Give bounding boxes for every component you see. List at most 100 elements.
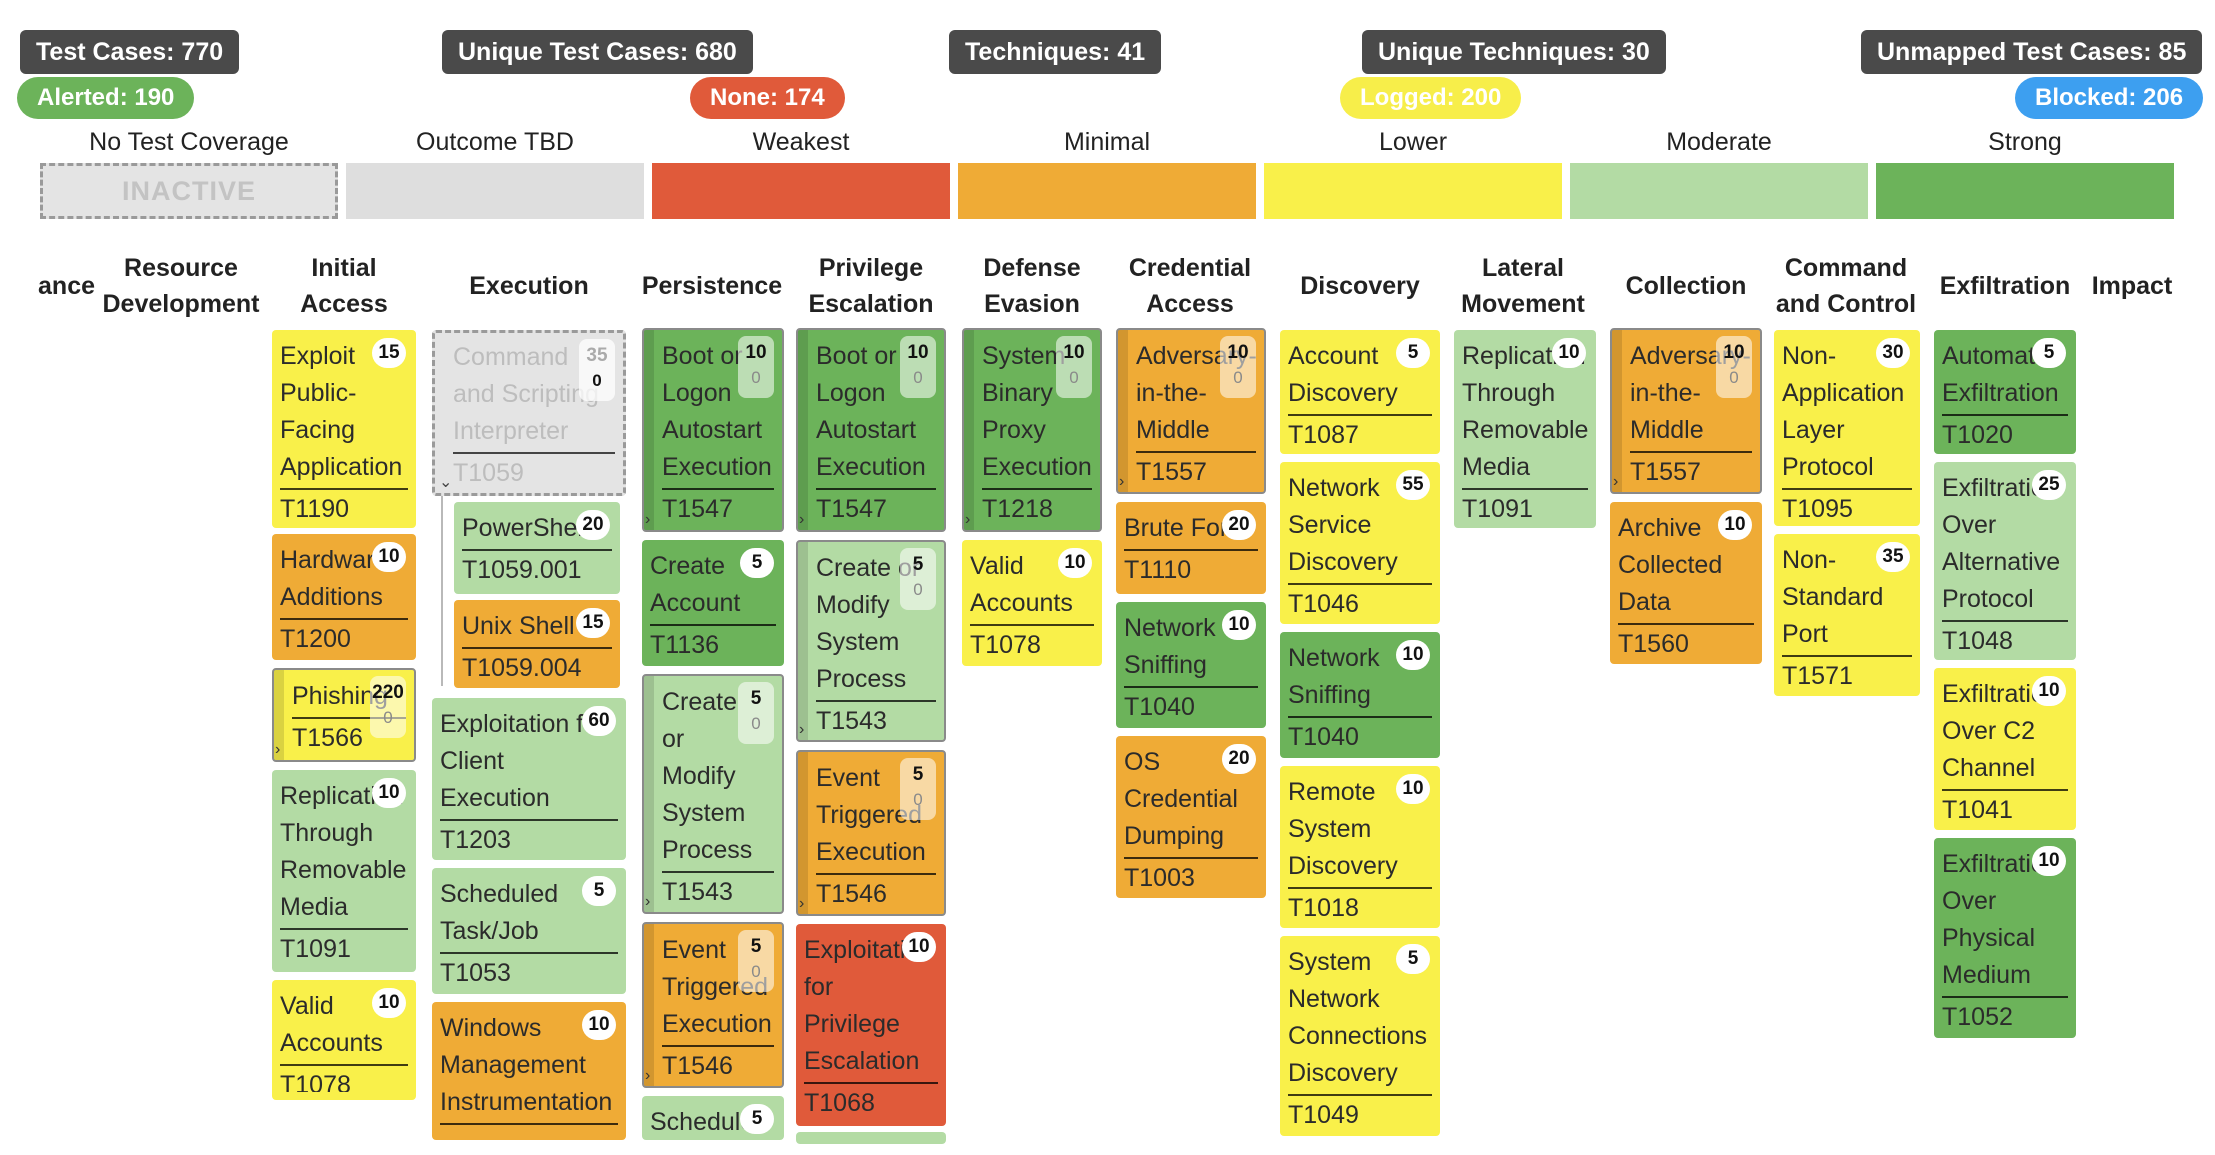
technique-card[interactable]: Scheduled 5 [642, 1096, 784, 1140]
technique-card[interactable]: Create Account T1136 5 [642, 540, 784, 666]
technique-card[interactable]: Non- Application Layer Protocol T1095 30 [1774, 330, 1920, 526]
technique-card[interactable] [796, 1132, 946, 1144]
logged-pill[interactable]: Logged: 200 [1340, 77, 1522, 119]
chevron-right-icon[interactable]: › [965, 511, 971, 528]
expand-gutter[interactable]: › [798, 752, 808, 914]
expand-gutter[interactable]: › [798, 542, 808, 740]
tactic-header-exfiltration[interactable]: Exfiltration [1939, 272, 2071, 300]
tactic-header-persistence[interactable]: Persistence [641, 272, 783, 300]
technique-card[interactable]: Automated Exfiltration T1020 5 [1934, 330, 2076, 454]
tactic-header-reconnaissance[interactable]: ance [38, 272, 95, 300]
technique-card[interactable]: Exploitation for Privilege Escalation T10… [796, 924, 946, 1126]
tactic-header-credential-access[interactable]: Credential Access [1128, 254, 1252, 318]
alerted-pill[interactable]: Alerted: 190 [17, 77, 195, 119]
tactic-header-privilege-escalation[interactable]: Privilege Escalation [808, 254, 934, 318]
technique-card[interactable]: Network Sniffing T1040 10 [1280, 632, 1440, 758]
legend-swatch-inactive[interactable]: INACTIVE [40, 163, 338, 219]
technique-id: T1040 [1124, 686, 1258, 720]
technique-card[interactable]: Valid Accounts T1078 10 [272, 980, 416, 1100]
chevron-right-icon[interactable]: › [275, 741, 281, 758]
expand-gutter[interactable]: › [644, 330, 654, 530]
technique-id: T1557 [1630, 451, 1752, 484]
technique-card-expandable[interactable]: › Adversary- in-the- Middle T1557 10 0 [1610, 328, 1762, 494]
chevron-right-icon[interactable]: › [799, 895, 805, 912]
chevron-down-icon[interactable]: ⌄ [439, 474, 453, 491]
technique-card-expandable[interactable]: › Phishing T1566 220 0 [272, 668, 416, 762]
technique-card[interactable]: Network Sniffing T1040 10 [1116, 602, 1266, 728]
legend-swatch-minimal[interactable] [958, 163, 1256, 219]
technique-card[interactable]: Replication Through Removable Media T1091… [1454, 330, 1596, 528]
expand-gutter[interactable]: › [644, 676, 654, 912]
technique-card[interactable]: Scheduled Task/Job T1053 5 [432, 868, 626, 994]
technique-card[interactable]: Exfiltration Over Physical Medium T1052 1… [1934, 838, 2076, 1038]
tactic-header-resource-development[interactable]: Resource Development [102, 254, 260, 318]
legend-swatch-strong[interactable] [1876, 163, 2174, 219]
tactic-header-collection[interactable]: Collection [1625, 272, 1747, 300]
test-count-badge: 20 [1222, 744, 1256, 774]
technique-card[interactable]: Remote System Discovery T1018 10 [1280, 766, 1440, 928]
expand-gutter[interactable]: › [274, 670, 284, 760]
technique-card[interactable]: Account Discovery T1087 5 [1280, 330, 1440, 454]
test-count-badge: 10 0 [1716, 336, 1752, 398]
stat-unmapped-test-cases: Unmapped Test Cases: 85 [1861, 30, 2203, 74]
test-count-badge: 10 0 [900, 336, 936, 398]
technique-card-expandable[interactable]: › Boot or Logon Autostart Execution T1547… [796, 328, 946, 532]
technique-card[interactable]: Archive Collected Data T1560 10 [1610, 502, 1762, 664]
technique-card-expandable[interactable]: › System Binary Proxy Execution T1218 10 0 [962, 328, 1102, 532]
technique-id: T1053 [440, 952, 618, 986]
blocked-pill[interactable]: Blocked: 206 [2015, 77, 2204, 119]
chevron-right-icon[interactable]: › [799, 721, 805, 738]
test-count-badge: 10 [2032, 676, 2066, 706]
none-pill[interactable]: None: 174 [690, 77, 845, 119]
tactic-header-initial-access[interactable]: Initial Access [300, 254, 388, 318]
chevron-right-icon[interactable]: › [799, 511, 805, 528]
technique-card-expandable[interactable]: › Adversary- in-the- Middle T1557 10 0 [1116, 328, 1266, 494]
technique-card[interactable]: Replication Through Removable Media T1091… [272, 770, 416, 972]
technique-card[interactable]: Windows Management InstrumentationT1047 … [432, 1002, 626, 1140]
technique-card-expanded[interactable]: Command and Scripting Interpreter T1059 ⌄… [432, 330, 626, 496]
chevron-right-icon[interactable]: › [1613, 473, 1619, 490]
technique-id: T1110 [1124, 549, 1258, 586]
legend-swatch-lower[interactable] [1264, 163, 1562, 219]
technique-id: T1040 [1288, 716, 1432, 750]
subtechnique-card[interactable]: PowerShell T1059.001 20 [454, 502, 620, 594]
chevron-right-icon[interactable]: › [1119, 473, 1125, 490]
technique-card[interactable]: Non- Standard Port T1571 35 [1774, 534, 1920, 696]
chevron-right-icon[interactable]: › [645, 1067, 651, 1084]
technique-card[interactable]: Brute Force T1110 20 [1116, 502, 1266, 594]
technique-card[interactable]: Exfiltration Over C2 Channel T1041 10 [1934, 668, 2076, 830]
expand-gutter[interactable]: › [798, 330, 808, 530]
tactic-header-defense-evasion[interactable]: Defense Evasion [983, 254, 1081, 318]
expand-gutter[interactable]: › [1118, 330, 1128, 492]
tactic-header-lateral-movement[interactable]: Lateral Movement [1461, 254, 1585, 318]
tactic-header-execution[interactable]: Execution [469, 272, 589, 300]
technique-card[interactable]: Hardware Additions T1200 10 [272, 534, 416, 660]
technique-card[interactable]: Valid Accounts T1078 10 [962, 540, 1102, 666]
technique-card[interactable]: OS Credential Dumping T1003 20 [1116, 736, 1266, 898]
expand-gutter[interactable]: › [1612, 330, 1622, 492]
chevron-right-icon[interactable]: › [645, 893, 651, 910]
legend-swatch-moderate[interactable] [1570, 163, 1868, 219]
technique-card[interactable]: Network Service Discovery T1046 55 [1280, 462, 1440, 624]
technique-card[interactable]: Exploit Public- Facing Application T1190 … [272, 330, 416, 528]
chevron-right-icon[interactable]: › [645, 511, 651, 528]
expand-gutter[interactable]: › [964, 330, 974, 530]
tactic-header-impact[interactable]: Impact [2091, 272, 2173, 300]
legend-label-weakest: Weakest [752, 128, 850, 156]
technique-card[interactable]: Exfiltration Over Alternative Protocol T1… [1934, 462, 2076, 660]
tactic-header-command-and-control[interactable]: Command and Control [1775, 254, 1917, 318]
technique-card[interactable]: System Network Connections Discovery T104… [1280, 936, 1440, 1136]
legend-swatch-weakest[interactable] [652, 163, 950, 219]
technique-name: Valid Accounts [970, 552, 1073, 617]
tactic-header-discovery[interactable]: Discovery [1300, 272, 1420, 300]
subtechnique-card[interactable]: Unix Shell T1059.004 15 [454, 600, 620, 688]
technique-card-expandable[interactable]: › Boot or Logon Autostart Execution T1547… [642, 328, 784, 532]
legend-swatch-outcome-tbd[interactable] [346, 163, 644, 219]
expand-gutter[interactable]: › [644, 924, 654, 1086]
